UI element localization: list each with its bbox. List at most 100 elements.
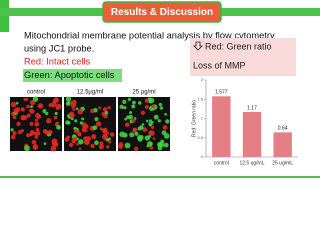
cell (71, 99, 77, 105)
cell (24, 145, 30, 152)
cell (78, 147, 82, 151)
cell (16, 121, 21, 127)
cell (150, 125, 155, 130)
cell (26, 133, 31, 138)
cell (65, 96, 72, 102)
x-tick-label: control (214, 160, 229, 166)
cell (10, 128, 14, 132)
cell (91, 134, 97, 140)
y-axis-label: Red: Green ratio (191, 100, 197, 137)
cell (30, 105, 33, 109)
cell (55, 103, 62, 110)
cell (70, 100, 74, 104)
cell (90, 108, 95, 114)
cell (148, 119, 153, 123)
cell (13, 107, 20, 114)
cell (122, 99, 127, 105)
cell (109, 132, 115, 137)
y-tick-label: 1 (201, 116, 204, 121)
cell (151, 120, 154, 124)
cell (149, 142, 153, 146)
y-tick-label: 0.5 (197, 135, 203, 140)
cell (145, 119, 149, 123)
cell (122, 132, 128, 138)
cell (119, 104, 124, 109)
cell (163, 142, 169, 148)
bar (212, 96, 231, 157)
cell (76, 142, 79, 146)
callout-box (190, 38, 296, 76)
cell (129, 111, 133, 115)
cell (94, 140, 99, 146)
cell (132, 127, 138, 133)
cell (42, 109, 47, 114)
cell (125, 122, 130, 128)
cell (137, 136, 143, 142)
cell (137, 101, 142, 105)
cell (35, 128, 40, 132)
cell (34, 121, 40, 127)
callout-text: Red: Green ratio (205, 41, 272, 51)
cell (66, 135, 70, 140)
cell (148, 130, 154, 136)
cell (32, 96, 39, 102)
cell (102, 107, 108, 112)
cell (43, 142, 47, 146)
cell (161, 130, 167, 136)
cell (159, 106, 164, 110)
data-label: 1.577 (215, 90, 228, 96)
cell (129, 132, 135, 138)
cell (73, 129, 78, 134)
cell (134, 131, 139, 136)
cell (26, 104, 30, 109)
cell (127, 97, 132, 102)
y-tick-label: 2 (201, 77, 204, 82)
cell (48, 129, 53, 135)
cell (123, 105, 127, 110)
cell (144, 98, 150, 103)
body-text: Mitochondrial membrane potential analysi… (24, 30, 275, 40)
cell (81, 117, 85, 121)
cell (29, 108, 34, 113)
cell (10, 101, 17, 108)
bar (242, 111, 262, 157)
cell (50, 145, 57, 152)
cell (17, 129, 23, 135)
cell (142, 127, 148, 133)
cell (75, 107, 79, 111)
cell (106, 131, 110, 135)
image-label: control (27, 90, 45, 96)
cell (152, 137, 156, 140)
red-label: Red: Intact cells (24, 56, 90, 66)
cell (72, 137, 78, 142)
cell (95, 121, 102, 127)
cell (35, 130, 41, 136)
slide: Results & Discussion Mitochondrial membr… (0, 0, 320, 180)
cell (141, 123, 145, 126)
down-arrow-icon (193, 41, 203, 51)
cell (68, 142, 74, 148)
cell (164, 112, 167, 116)
cell (70, 117, 74, 121)
cell (153, 114, 159, 120)
x-tick-label: 12.5 ug/mL (239, 160, 264, 166)
cell (36, 114, 42, 119)
green-label: Green: Apoptotic cells (24, 70, 115, 80)
body-text: using JC1 probe. (24, 43, 94, 53)
cell (56, 124, 61, 130)
cell (55, 121, 59, 125)
cell (99, 127, 103, 131)
cell (12, 131, 17, 136)
cell (138, 125, 144, 130)
cell (20, 114, 27, 121)
cell (31, 139, 37, 145)
cell (46, 118, 52, 124)
cell (12, 115, 17, 120)
cell (15, 101, 19, 105)
cell (106, 145, 110, 149)
cell (34, 118, 39, 122)
cell (151, 104, 156, 109)
cell (34, 134, 39, 139)
cell (45, 111, 49, 116)
cell (72, 107, 76, 111)
